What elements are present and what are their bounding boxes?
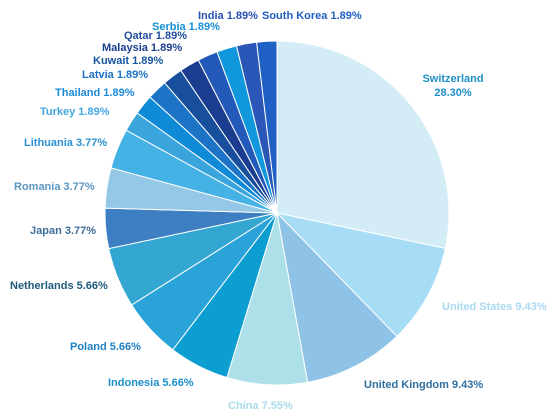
label-netherlands: Netherlands 5.66% bbox=[10, 280, 108, 292]
label-united-states: United States 9.43% bbox=[442, 301, 547, 313]
label-switzerland: Switzerland 28.30% bbox=[422, 73, 483, 99]
label-poland: Poland 5.66% bbox=[70, 341, 141, 353]
slice-united-kingdom bbox=[276, 211, 398, 383]
label-indonesia: Indonesia 5.66% bbox=[108, 377, 194, 389]
label-lithuania: Lithuania 3.77% bbox=[24, 137, 107, 149]
label-turkey: Turkey 1.89% bbox=[40, 106, 110, 118]
label-india: India 1.89% bbox=[198, 10, 258, 22]
pie-slices bbox=[104, 40, 450, 386]
label-kuwait: Kuwait 1.89% bbox=[93, 55, 164, 67]
slice-united-states bbox=[275, 212, 446, 338]
label-china: China 7.55% bbox=[228, 400, 293, 412]
label-united-kingdom: United Kingdom 9.43% bbox=[364, 379, 483, 391]
label-serbia: Serbia 1.89% bbox=[152, 21, 220, 33]
label-south-korea: South Korea 1.89% bbox=[262, 10, 362, 22]
label-thailand: Thailand 1.89% bbox=[55, 87, 135, 99]
label-qatar: Qatar 1.89% bbox=[124, 30, 187, 42]
slice-switzerland bbox=[276, 40, 450, 249]
label-romania: Romania 3.77% bbox=[14, 181, 95, 193]
label-japan: Japan 3.77% bbox=[30, 225, 96, 237]
label-malaysia: Malaysia 1.89% bbox=[102, 42, 182, 54]
slice-south-korea bbox=[256, 40, 278, 214]
pie-labels: Switzerland 28.30% United States 9.43% Unit… bbox=[10, 10, 547, 412]
label-latvia: Latvia 1.89% bbox=[82, 69, 148, 81]
